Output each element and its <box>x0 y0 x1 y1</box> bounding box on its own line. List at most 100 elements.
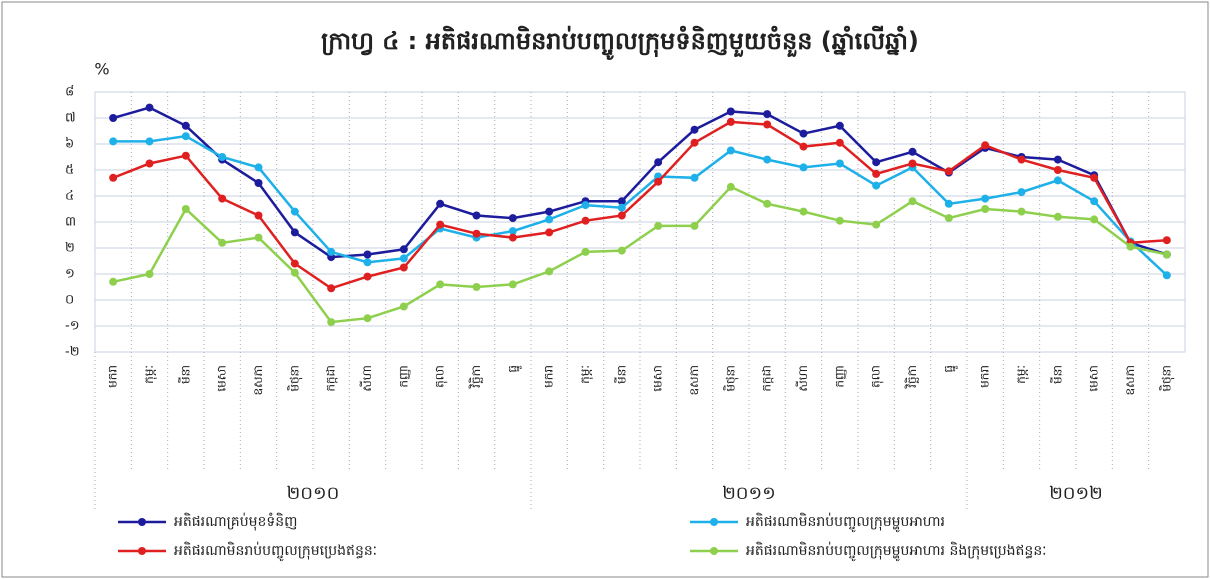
data-point <box>617 211 626 220</box>
data-point <box>763 110 772 119</box>
data-point <box>799 163 808 172</box>
data-point <box>436 280 445 289</box>
y-tick-label: ២ <box>65 241 75 256</box>
data-point <box>399 302 408 311</box>
data-point <box>654 221 663 230</box>
data-point <box>872 169 881 178</box>
year-label: ២០១១ <box>722 483 776 504</box>
data-point <box>363 250 372 259</box>
x-tick-label: មេសា <box>1087 365 1101 392</box>
data-point <box>145 103 154 112</box>
data-point <box>1090 173 1099 182</box>
data-point <box>981 141 990 150</box>
data-point <box>908 197 917 206</box>
x-tick-label: កុម្ភៈ <box>578 365 593 384</box>
data-point <box>436 199 445 208</box>
x-tick-label: កញ្ញា <box>832 365 846 388</box>
data-point <box>726 117 735 126</box>
y-tick-label: ៣ <box>65 215 76 230</box>
data-point <box>799 129 808 138</box>
data-point <box>617 203 626 212</box>
x-tick-label: វិច្ឆិកា <box>904 365 919 389</box>
y-tick-label: ១ <box>65 267 75 282</box>
data-point <box>363 272 372 281</box>
legend-label: អតិផរណាមិនរាប់បញ្ចូលក្រុមម្ហូបអាហារ និងក… <box>746 541 1046 562</box>
data-point <box>1053 166 1062 174</box>
x-tick-label: មេសា <box>651 365 665 392</box>
data-point <box>181 205 190 213</box>
data-point <box>690 221 699 230</box>
data-point <box>545 215 554 224</box>
data-point <box>654 158 663 167</box>
data-point <box>1162 236 1171 245</box>
legend-marker <box>710 547 718 555</box>
data-point <box>1053 176 1062 185</box>
x-tick-label: តុលា <box>869 365 884 388</box>
data-point <box>472 211 481 220</box>
data-point <box>944 199 953 208</box>
x-tick-label: ឧសភា <box>251 365 265 395</box>
x-tick-label: សីហា <box>795 365 810 392</box>
data-point <box>726 107 735 116</box>
x-tick-label: មករា <box>542 365 556 388</box>
data-point <box>508 233 517 242</box>
legend-label: អតិផរណាមិនរាប់បញ្ចូលក្រុមប្រេងឥន្ធនៈ <box>174 541 377 562</box>
data-point <box>109 114 118 122</box>
x-tick-label: កញ្ញា <box>396 365 410 388</box>
data-point <box>254 163 263 172</box>
x-tick-label: មីនា <box>1049 365 1064 384</box>
data-point <box>654 177 663 186</box>
legend-marker <box>138 518 146 526</box>
x-tick-label: មីនា <box>613 365 628 384</box>
x-tick-label: មករា <box>978 365 992 388</box>
x-tick-label: ធ្នូ <box>941 365 958 373</box>
series-line <box>112 185 1168 324</box>
data-point <box>290 228 299 237</box>
data-point <box>254 211 263 220</box>
series-line <box>112 106 1168 259</box>
data-point <box>617 197 626 206</box>
data-point <box>545 267 554 276</box>
data-point <box>508 227 517 236</box>
data-point <box>581 216 590 225</box>
data-point <box>363 314 372 323</box>
data-point <box>290 268 299 277</box>
data-point <box>872 181 881 190</box>
x-tick-label: តុលា <box>433 365 448 388</box>
data-point <box>254 233 263 242</box>
data-point <box>218 153 227 161</box>
data-point <box>1090 197 1099 206</box>
data-point <box>690 173 699 182</box>
data-point <box>1162 250 1171 259</box>
data-point <box>1053 155 1062 164</box>
legend-marker <box>710 518 718 526</box>
data-point <box>145 270 154 278</box>
data-point <box>617 246 626 255</box>
series-line <box>113 134 1168 277</box>
data-point <box>327 247 336 256</box>
data-point <box>290 259 299 268</box>
data-point <box>472 283 481 291</box>
data-point <box>145 137 154 146</box>
x-tick-label: កុម្ភៈ <box>142 365 157 384</box>
data-point <box>436 220 445 229</box>
y-axis-label: % <box>94 60 109 79</box>
x-tick-label: មិថុនា <box>286 365 302 392</box>
x-tick-label: មីនា <box>177 365 192 384</box>
data-point <box>218 194 227 203</box>
y-tick-label: ៦ <box>65 137 74 152</box>
data-point <box>763 199 772 208</box>
x-tick-label: ធ្នូ <box>505 365 522 373</box>
data-point <box>690 138 699 147</box>
data-point <box>290 207 299 216</box>
y-tick-label: -១ <box>65 319 80 334</box>
x-tick-label: មេសា <box>215 365 229 392</box>
data-point <box>399 263 408 272</box>
data-point <box>1053 212 1062 221</box>
legend-marker <box>138 547 146 555</box>
data-point <box>327 318 336 327</box>
data-point <box>145 159 154 168</box>
x-tick-label: ឧសភា <box>1123 365 1137 395</box>
data-point <box>1017 155 1026 164</box>
